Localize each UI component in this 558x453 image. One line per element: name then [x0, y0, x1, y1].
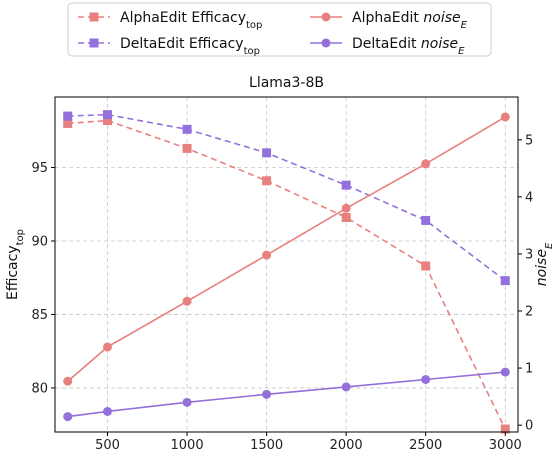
y-right-tick-label: 1	[525, 362, 533, 377]
legend-label-alphaedit-noise: AlphaEdit noiseE	[352, 10, 468, 31]
data-point-alphaedit-efficacy	[182, 143, 192, 153]
data-point-deltaedit-efficacy	[182, 124, 192, 134]
series-line-deltaedit-efficacy	[67, 113, 506, 282]
legend-marker-deltaedit-noise	[321, 38, 331, 48]
data-point-deltaedit-efficacy	[103, 110, 113, 120]
data-point-alphaedit-noise	[182, 296, 192, 306]
legend-label-alphaedit-efficacy: AlphaEdit Efficacytop	[120, 10, 262, 31]
data-point-alphaedit-efficacy	[103, 116, 113, 126]
plot-frame	[54, 96, 519, 433]
y-left-axis-title: Efficacytop	[5, 229, 26, 300]
data-point-alphaedit-efficacy	[341, 212, 351, 222]
series-line-alphaedit-efficacy	[67, 119, 506, 430]
data-point-alphaedit-noise	[421, 159, 431, 169]
data-point-deltaedit-efficacy	[262, 148, 272, 158]
data-point-alphaedit-efficacy	[262, 176, 272, 186]
series-line-alphaedit-noise	[67, 116, 506, 382]
series-line-deltaedit-noise	[67, 371, 506, 418]
legend-marker-alphaedit-efficacy	[89, 12, 99, 22]
y-right-tick-label: 5	[525, 133, 533, 148]
data-point-alphaedit-efficacy	[500, 424, 510, 434]
legend-label-deltaedit-noise: DeltaEdit noiseE	[352, 36, 465, 57]
data-point-alphaedit-noise	[500, 112, 510, 122]
data-point-alphaedit-noise	[262, 250, 272, 260]
x-tick-label: 500	[95, 438, 120, 453]
x-tick-label: 1000	[171, 438, 204, 453]
y-right-tick-label: 3	[525, 247, 533, 262]
y-left-tick-label: 90	[31, 234, 48, 249]
data-point-deltaedit-noise	[341, 382, 351, 392]
axes: 500 1000 1500 2000 2500 3000 80 85 90 95 0 1 2 3 4 5 Eff…	[5, 96, 555, 453]
y-left-tick-label: 80	[31, 381, 48, 396]
x-tick-label: 3000	[489, 438, 522, 453]
legend-marker-alphaedit-noise	[321, 12, 331, 22]
legend-marker-deltaedit-efficacy	[89, 38, 99, 48]
data-point-deltaedit-efficacy	[500, 276, 510, 286]
x-tick-label: 2000	[330, 438, 363, 453]
chart-title: Llama3-8B	[249, 75, 324, 91]
legend: AlphaEdit Efficacytop DeltaEdit Efficacyt…	[67, 2, 492, 57]
x-tick-label: 2500	[409, 438, 442, 453]
y-right-tick-label: 0	[525, 419, 533, 434]
data-point-alphaedit-noise	[341, 203, 351, 213]
data-point-deltaedit-efficacy	[341, 180, 351, 190]
data-point-alphaedit-efficacy	[63, 118, 73, 128]
x-tick-label: 1500	[250, 438, 283, 453]
grid	[55, 97, 518, 432]
legend-label-deltaedit-efficacy: DeltaEdit Efficacytop	[120, 36, 260, 57]
y-left-tick-label: 95	[31, 161, 48, 176]
data-point-alphaedit-noise	[103, 342, 113, 352]
y-right-tick-label: 4	[525, 190, 533, 205]
data-point-alphaedit-noise	[63, 376, 73, 386]
y-left-tick-label: 85	[31, 308, 48, 323]
data-point-deltaedit-noise	[500, 367, 510, 377]
data-point-deltaedit-noise	[262, 389, 272, 399]
y-right-tick-label: 2	[525, 305, 533, 320]
data-point-deltaedit-noise	[103, 406, 113, 416]
legend-box	[67, 2, 492, 57]
data-point-alphaedit-efficacy	[421, 261, 431, 271]
data-point-deltaedit-efficacy	[63, 111, 73, 121]
data-point-deltaedit-efficacy	[421, 215, 431, 225]
data-point-deltaedit-noise	[421, 374, 431, 384]
y-right-axis-title: noiseE	[534, 242, 555, 286]
plot-area	[63, 110, 510, 434]
data-point-deltaedit-noise	[63, 412, 73, 422]
data-point-deltaedit-noise	[182, 397, 192, 407]
